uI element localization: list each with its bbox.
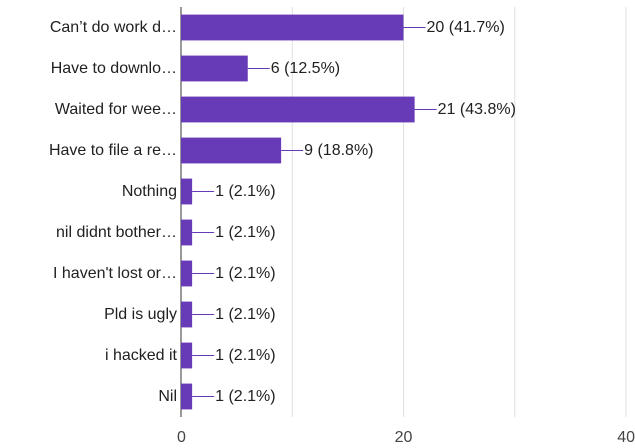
bar: [181, 342, 193, 369]
bar: [181, 14, 404, 41]
category-label: Nothing: [122, 183, 177, 200]
category-label: Nil: [158, 388, 177, 405]
bar: [181, 55, 248, 82]
bar: [181, 260, 193, 287]
data-label: 1 (2.1%): [215, 388, 275, 405]
data-label: 1 (2.1%): [215, 306, 275, 323]
x-tick-label: 40: [617, 429, 635, 446]
bar: [181, 96, 415, 123]
category-label: Waited for wee…: [55, 101, 177, 118]
data-label: 9 (18.8%): [304, 142, 373, 159]
category-label: I haven't lost or…: [53, 265, 177, 282]
data-label: 1 (2.1%): [215, 265, 275, 282]
bar: [181, 301, 193, 328]
category-label: Have to downlo…: [51, 60, 177, 77]
category-label: i hacked it: [105, 347, 178, 364]
data-label: 1 (2.1%): [215, 183, 275, 200]
x-axis-ticks: 0 20 40: [177, 429, 635, 446]
category-label: Have to file a re…: [49, 142, 177, 159]
data-label: 6 (12.5%): [271, 60, 340, 77]
data-label: 1 (2.1%): [215, 224, 275, 241]
bar: [181, 219, 193, 246]
data-labels: 20 (41.7%) 6 (12.5%) 21 (43.8%) 9 (18.8%) 1 …: [192, 19, 516, 405]
category-label: Can’t do work d…: [50, 19, 177, 36]
x-tick-label: 20: [395, 429, 413, 446]
data-label: 1 (2.1%): [215, 347, 275, 364]
data-label: 21 (43.8%): [438, 101, 516, 118]
bar: [181, 383, 193, 410]
category-labels: Can’t do work d… Have to downlo… Waited fo…: [49, 19, 178, 405]
bar: [181, 178, 193, 205]
category-label: Pld is ugly: [104, 306, 177, 323]
bars: [181, 14, 415, 410]
bar: [181, 137, 282, 164]
x-tick-label: 0: [177, 429, 186, 446]
category-label: nil didnt bother…: [56, 224, 177, 241]
data-label: 20 (41.7%): [427, 19, 505, 36]
